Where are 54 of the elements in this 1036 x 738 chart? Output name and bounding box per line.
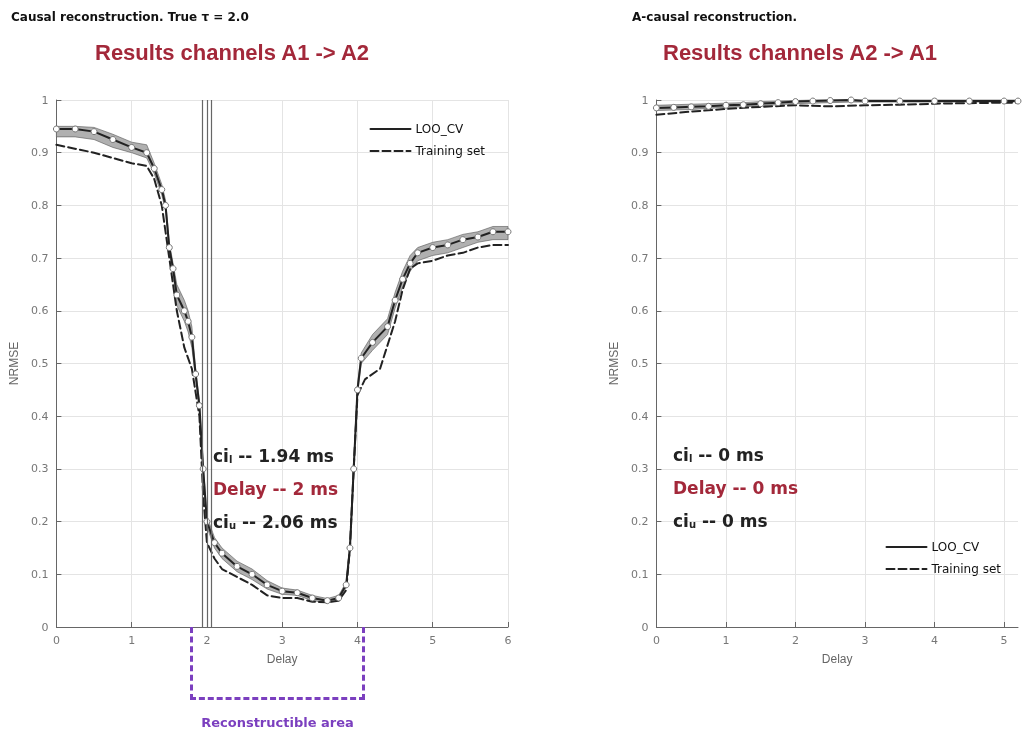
x-tick-label: 5 bbox=[429, 634, 437, 647]
chart-subtitle: A-causal reconstruction. bbox=[632, 10, 798, 24]
y-tick-label: 0.7 bbox=[30, 251, 49, 265]
y-tick-label: 0.6 bbox=[30, 304, 49, 318]
annotation: Delay -- 0 ms bbox=[673, 477, 799, 498]
annotation: ciu -- 0 ms bbox=[673, 510, 768, 531]
x-tick-label: 1 bbox=[128, 634, 136, 647]
annotation: Delay -- 2 ms bbox=[213, 478, 339, 499]
x-tick-label: 3 bbox=[861, 634, 869, 647]
x-tick-label: 0 bbox=[52, 634, 60, 647]
x-axis-title: Delay bbox=[266, 652, 298, 666]
y-axis-title: NRMSE bbox=[7, 341, 21, 386]
y-tick-label: 0.6 bbox=[630, 304, 649, 318]
y-tick-label: 0.2 bbox=[630, 515, 649, 529]
y-tick-label: 0.8 bbox=[30, 198, 49, 212]
y-tick-label: 0.9 bbox=[630, 146, 649, 160]
x-tick-label: 4 bbox=[353, 634, 361, 647]
y-tick-label: 0.3 bbox=[30, 462, 49, 476]
text: Reconstructible area bbox=[201, 715, 354, 730]
x-tick-label: 3 bbox=[278, 634, 286, 647]
annotation: cil -- 0 ms bbox=[673, 444, 764, 465]
y-tick-label: 0.1 bbox=[30, 567, 49, 581]
x-axis-title: Delay bbox=[821, 652, 853, 666]
y-tick-label: 0.5 bbox=[630, 357, 649, 370]
y-tick-label: 0.5 bbox=[30, 357, 49, 370]
x-tick-label: 5 bbox=[1000, 634, 1008, 647]
x-tick-label: 4 bbox=[931, 634, 939, 647]
annotation: cil -- 1.94 ms bbox=[213, 445, 334, 466]
legend-label: LOO_CV bbox=[415, 122, 465, 136]
annotation: ciu -- 2.06 ms bbox=[213, 511, 338, 532]
x-tick-label: 2 bbox=[791, 634, 799, 647]
y-tick-label: 0.9 bbox=[30, 146, 49, 160]
x-tick-label: 2 bbox=[203, 634, 211, 647]
chart-title: Results channels A2 -> A1 bbox=[663, 39, 938, 65]
chart-title: Results channels A1 -> A2 bbox=[95, 39, 370, 65]
x-tick-label: 6 bbox=[504, 634, 512, 647]
x-tick-label: 1 bbox=[722, 634, 730, 647]
y-tick-label: 1 bbox=[41, 93, 49, 107]
y-tick-label: 0.8 bbox=[630, 198, 649, 212]
y-tick-label: 0 bbox=[641, 620, 649, 634]
legend-label: Training set bbox=[414, 144, 486, 158]
legend-label: Training set bbox=[930, 562, 1002, 576]
y-tick-label: 0.1 bbox=[630, 567, 649, 581]
y-tick-label: 1 bbox=[641, 93, 649, 107]
y-tick-label: 0.3 bbox=[630, 462, 649, 476]
y-axis-title: NRMSE bbox=[607, 341, 621, 386]
chart-subtitle: Causal reconstruction. True τ = 2.0 bbox=[11, 10, 249, 24]
y-tick-label: 0.4 bbox=[30, 409, 49, 423]
y-tick-label: 0.7 bbox=[630, 251, 649, 265]
legend-label: LOO_CV bbox=[931, 540, 981, 554]
x-tick-label: 0 bbox=[652, 634, 660, 647]
y-tick-label: 0 bbox=[41, 620, 49, 634]
y-tick-label: 0.4 bbox=[630, 409, 649, 423]
y-tick-label: 0.2 bbox=[30, 515, 49, 529]
